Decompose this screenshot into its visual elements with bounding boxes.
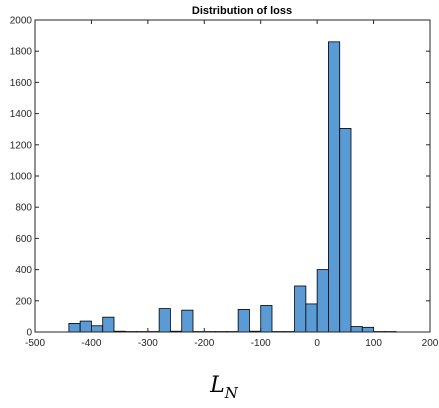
x-tick-label: -400 (81, 338, 101, 349)
bars-group (68, 41, 397, 333)
histogram-bar (68, 323, 81, 333)
y-tick-label: 600 (15, 234, 32, 245)
y-tick-label: 800 (15, 203, 32, 214)
x-tick-label: 0 (314, 338, 320, 349)
histogram-bar (260, 305, 273, 333)
x-axis-label: LN (209, 373, 239, 402)
y-tick-label: 1600 (10, 78, 33, 89)
histogram-bar (339, 128, 352, 333)
histogram-bar (361, 326, 374, 333)
histogram-bar (181, 309, 194, 333)
histogram-bar (79, 320, 92, 333)
x-tick-label: 200 (422, 338, 439, 349)
chart-title: Distribution of loss (192, 5, 292, 17)
histogram-bar (350, 326, 363, 333)
x-tick-label: -200 (194, 338, 214, 349)
x-tick-label: -500 (25, 338, 45, 349)
y-axis-ticks: 0 200 400 600 800 1000 1200 1400 1600 1800 2000 (10, 16, 430, 339)
histogram-bar (316, 269, 329, 333)
y-tick-label: 1800 (10, 47, 33, 58)
y-tick-label: 1400 (10, 109, 33, 120)
histogram-bar (328, 41, 341, 333)
histogram-bar (294, 285, 307, 333)
x-tick-label: 100 (365, 338, 382, 349)
y-tick-label: 2000 (10, 16, 33, 27)
y-tick-label: 400 (15, 265, 32, 276)
axes-frame (34, 19, 431, 333)
y-tick-label: 1200 (10, 140, 33, 151)
histogram-bar (158, 308, 171, 333)
y-tick-label: 200 (15, 296, 32, 307)
y-tick-label: 0 (26, 328, 32, 339)
x-axis-ticks: -500 -400 -300 -200 -100 0 100 200 (25, 20, 439, 349)
y-tick-label: 1000 (10, 172, 33, 183)
x-tick-label: -100 (251, 338, 271, 349)
histogram-bar (102, 316, 115, 333)
histogram-bar (305, 303, 318, 333)
x-tick-label: -300 (138, 338, 158, 349)
histogram-bar (237, 308, 250, 333)
x-axis-label-subscript: N (224, 384, 239, 402)
x-axis-label-main: L (209, 373, 225, 398)
histogram-bar (91, 325, 104, 333)
